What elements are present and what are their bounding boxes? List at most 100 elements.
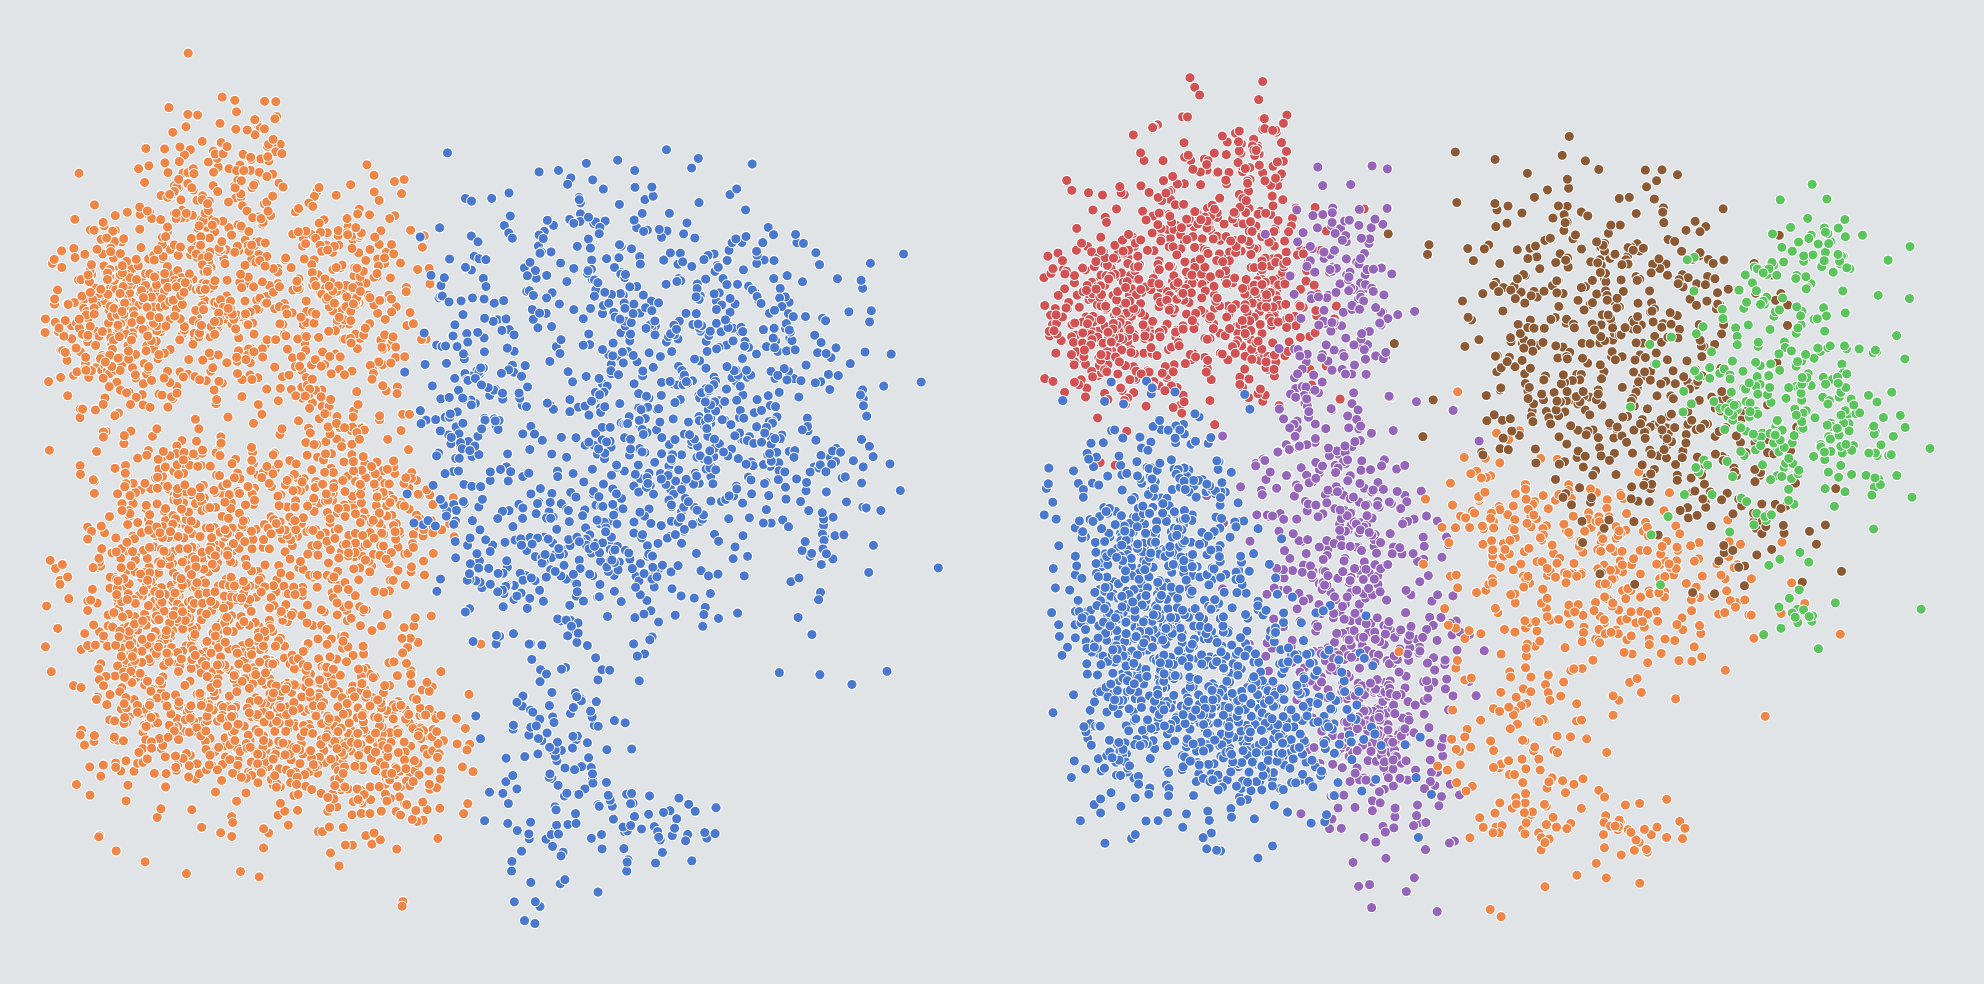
scatter-point-orange [392, 727, 404, 739]
scatter-point-orange [343, 547, 354, 559]
scatter-point-orange [231, 106, 242, 118]
scatter-point-blue [729, 541, 741, 553]
scatter-point-blue [464, 445, 476, 456]
scatter-point-blue [780, 493, 792, 505]
scatter-point-blue [881, 665, 893, 677]
scatter-point-blue [584, 242, 596, 254]
scatter-point-orange [425, 610, 437, 622]
scatter-point-orange [245, 605, 257, 617]
scatter-point-blue [793, 391, 805, 403]
scatter-point-blue [797, 237, 809, 249]
scatter-point-orange [417, 796, 429, 808]
scatter-point-blue [676, 537, 688, 549]
scatter-point-orange [202, 198, 214, 210]
scatter-point-blue [555, 431, 567, 443]
scatter-point-blue [795, 375, 807, 387]
scatter-point-orange [203, 347, 215, 359]
scatter-point-blue [864, 257, 876, 269]
scatter-point-orange [328, 482, 340, 493]
scatter-point-blue [455, 295, 467, 307]
scatter-point-orange [121, 536, 133, 548]
scatter-point-orange [388, 656, 400, 668]
scatter-point-orange [208, 384, 220, 396]
scatter-point-blue [731, 394, 743, 406]
scatter-point-orange [403, 708, 415, 720]
scatter-point-blue [502, 475, 514, 487]
scatter-point-blue [703, 570, 714, 582]
scatter-point-orange [79, 739, 90, 751]
scatter-point-orange [48, 253, 60, 265]
scatter-point-red [1068, 376, 1080, 388]
scatter-point-red [1204, 395, 1216, 406]
scatter-point-orange [160, 768, 172, 780]
scatter-point-orange [275, 605, 287, 617]
scatter-point-blue [497, 601, 509, 613]
scatter-point-orange [124, 639, 136, 651]
scatter-point-blue [593, 800, 605, 812]
scatter-point-red [1101, 216, 1112, 228]
scatter-point-blue [829, 530, 841, 542]
scatter-point-blue [612, 154, 624, 166]
scatter-point-blue [484, 786, 495, 798]
scatter-point-orange [337, 635, 349, 647]
scatter-point-blue [567, 742, 578, 754]
scatter-point-orange [298, 253, 310, 265]
scatter-point-orange [183, 354, 195, 365]
scatter-point-orange [236, 592, 248, 604]
scatter-point-orange [264, 602, 276, 614]
scatter-point-orange [192, 460, 204, 472]
scatter-point-blue [484, 578, 496, 590]
scatter-point-blue [638, 608, 650, 620]
scatter-point-red [1125, 347, 1137, 358]
scatter-point-orange [84, 789, 96, 801]
scatter-point-orange [227, 538, 239, 550]
scatter-point-orange [56, 261, 68, 273]
scatter-point-red [1266, 190, 1278, 202]
scatter-point-orange [277, 737, 289, 749]
scatter-point-orange [155, 558, 167, 570]
scatter-point-blue [736, 353, 748, 364]
scatter-point-orange [229, 735, 241, 746]
scatter-point-orange [114, 287, 126, 299]
scatter-point-blue [710, 464, 722, 476]
scatter-point-blue [506, 855, 518, 867]
scatter-point-blue [431, 585, 443, 597]
scatter-point-blue [732, 278, 743, 290]
scatter-point-blue [656, 448, 668, 460]
scatter-point-blue [666, 346, 678, 357]
scatter-point-orange [395, 699, 407, 711]
scatter-point-orange [321, 623, 333, 635]
scatter-point-orange [352, 794, 364, 805]
scatter-point-orange [359, 322, 371, 334]
scatter-point-orange [285, 262, 297, 274]
scatter-point-blue [640, 322, 652, 334]
scatter-point-blue [521, 602, 533, 614]
scatter-point-orange [231, 647, 243, 659]
scatter-point-orange [127, 546, 138, 558]
scatter-point-blue [806, 629, 818, 640]
scatter-point-orange [384, 497, 396, 508]
scatter-point-orange [142, 600, 154, 612]
scatter-point-blue [628, 298, 640, 310]
scatter-point-orange [174, 141, 186, 153]
scatter-point-orange [43, 376, 55, 388]
scatter-point-orange [302, 548, 314, 560]
scatter-point-blue [577, 313, 589, 325]
scatter-point-blue [445, 431, 457, 443]
scatter-point-orange [145, 711, 157, 723]
scatter-point-blue [693, 197, 705, 209]
scatter-point-orange [246, 441, 257, 453]
scatter-point-orange [173, 696, 185, 708]
scatter-point-orange [399, 579, 411, 591]
scatter-point-orange [386, 239, 398, 250]
scatter-point-blue [713, 612, 724, 624]
scatter-point-orange [116, 305, 128, 317]
scatter-point-red [1123, 228, 1135, 240]
scatter-point-orange [353, 749, 365, 761]
scatter-point-orange [159, 751, 171, 763]
scatter-point-red [1244, 216, 1256, 228]
scatter-point-red [1078, 344, 1090, 356]
scatter-point-red [1158, 175, 1169, 187]
scatter-point-blue [614, 313, 626, 325]
scatter-point-orange [144, 541, 156, 553]
